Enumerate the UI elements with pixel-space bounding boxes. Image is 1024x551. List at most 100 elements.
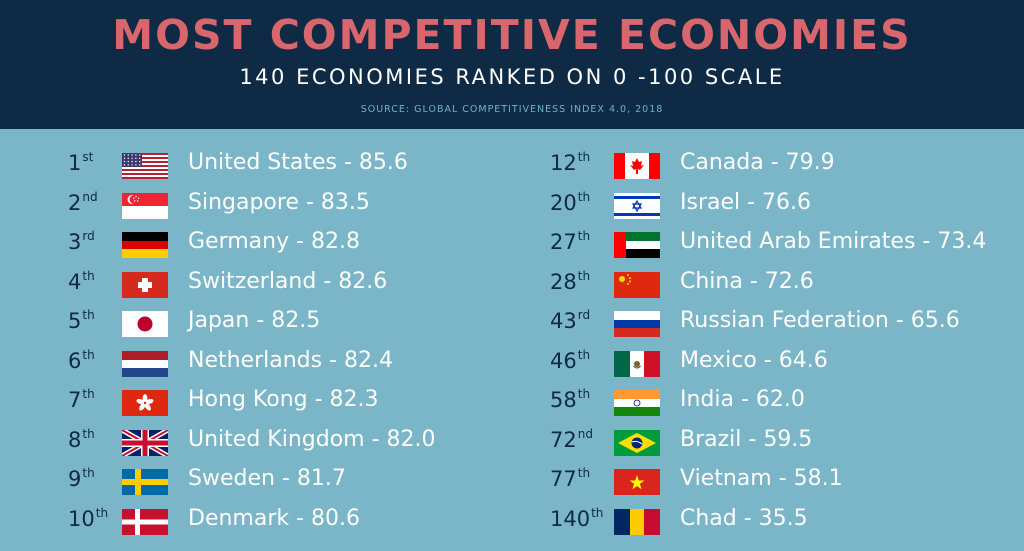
list-item: 12th Canada - 79.9 <box>512 142 1024 182</box>
rank-number: 43 <box>550 309 577 333</box>
rank-label: 9th <box>68 466 95 494</box>
netherlands-flag-icon <box>122 350 168 377</box>
rank-number: 4 <box>68 269 82 294</box>
list-item: 9th Sweden - 81.7 <box>0 458 512 498</box>
list-item: 4th Switzerland - 82.6 <box>0 261 512 301</box>
uk-flag-icon <box>122 429 168 456</box>
country-score-label: Hong Kong - 82.3 <box>188 387 379 412</box>
list-item: 2nd Singapore - 83.5 <box>0 182 512 222</box>
country-score-label: China - 72.6 <box>680 268 814 294</box>
rank-suffix: th <box>577 466 591 480</box>
rank-label: 6th <box>68 347 95 376</box>
rank-suffix: nd <box>577 426 593 441</box>
rank-suffix: th <box>82 387 95 401</box>
rank-label: 7th <box>68 387 95 415</box>
country-score-label: Singapore - 83.5 <box>188 189 370 215</box>
germany-flag-icon <box>122 232 168 258</box>
brazil-flag-icon <box>614 429 660 456</box>
country-score-label: United Kingdom - 82.0 <box>188 426 436 452</box>
china-flag-icon <box>614 271 660 298</box>
rank-suffix: th <box>82 426 95 441</box>
rank-number: 1 <box>68 151 82 175</box>
rank-label: 140th <box>550 506 603 534</box>
rank-label: 46th <box>550 347 591 376</box>
rank-label: 20th <box>550 189 591 218</box>
canada-flag-icon <box>614 153 660 179</box>
list-item: 3rd Germany - 82.8 <box>0 221 512 261</box>
rank-suffix: st <box>82 150 94 164</box>
rank-number: 46 <box>550 348 577 373</box>
list-item: 28th China - 72.6 <box>512 261 1024 301</box>
rank-number: 20 <box>550 190 577 215</box>
rank-suffix: th <box>577 347 591 362</box>
country-score-label: United Arab Emirates - 73.4 <box>680 229 987 254</box>
rank-suffix: th <box>577 268 591 283</box>
list-item: 6th Netherlands - 82.4 <box>0 340 512 380</box>
rank-label: 72nd <box>550 426 593 455</box>
rank-number: 9 <box>68 467 82 491</box>
rank-suffix: th <box>82 308 95 322</box>
list-item: 77th Vietnam - 58.1 <box>512 458 1024 498</box>
rank-number: 28 <box>550 269 577 294</box>
country-score-label: Denmark - 80.6 <box>188 505 361 531</box>
country-score-label: Canada - 79.9 <box>680 150 835 175</box>
rank-suffix: rd <box>577 308 591 322</box>
country-score-label: Israel - 76.6 <box>680 189 812 215</box>
rank-number: 7 <box>68 388 82 412</box>
rank-label: 58th <box>550 387 591 415</box>
country-score-label: Switzerland - 82.6 <box>188 268 388 294</box>
rank-label: 5th <box>68 308 95 336</box>
rank-suffix: th <box>577 387 591 401</box>
rank-label: 2nd <box>68 190 98 218</box>
vietnam-flag-icon <box>614 469 660 495</box>
source-note: SOURCE: GLOBAL COMPETITIVENESS INDEX 4.0… <box>360 104 664 115</box>
rank-suffix: th <box>577 150 591 164</box>
rank-number: 77 <box>550 467 577 491</box>
country-score-label: Chad - 35.5 <box>680 505 808 531</box>
list-item: 58th India - 62.0 <box>512 379 1024 419</box>
uae-flag-icon <box>614 232 660 258</box>
country-score-label: Brazil - 59.5 <box>680 426 813 452</box>
rank-number: 140 <box>550 506 591 531</box>
country-score-label: Japan - 82.5 <box>188 308 321 333</box>
header: MOST COMPETITIVE ECONOMIES 140 ECONOMIES… <box>0 0 1024 129</box>
rank-number: 12 <box>550 151 577 175</box>
denmark-flag-icon <box>122 508 168 535</box>
list-item: 20th Israel - 76.6 <box>512 182 1024 222</box>
rank-number: 5 <box>68 309 82 333</box>
rank-label: 43rd <box>550 308 591 336</box>
rank-number: 27 <box>550 230 577 254</box>
chad-flag-icon <box>614 508 660 535</box>
rank-label: 77th <box>550 466 591 494</box>
country-score-label: Netherlands - 82.4 <box>188 347 394 373</box>
page-subtitle: 140 ECONOMIES RANKED ON 0 -100 SCALE <box>239 65 785 89</box>
list-item: 8th United Kingdom - 82.0 <box>0 419 512 459</box>
country-score-label: United States - 85.6 <box>188 150 408 175</box>
rank-number: 58 <box>550 388 577 412</box>
rank-label: 1st <box>68 150 94 178</box>
rank-label: 8th <box>68 426 95 455</box>
rank-suffix: th <box>95 505 109 520</box>
rank-number: 10 <box>68 506 95 531</box>
country-score-label: Vietnam - 58.1 <box>680 466 843 491</box>
rank-number: 8 <box>68 427 82 452</box>
country-score-label: Sweden - 81.7 <box>188 466 346 491</box>
rank-number: 3 <box>68 230 82 254</box>
rank-suffix: th <box>577 229 591 243</box>
rank-suffix: th <box>82 347 95 362</box>
us-flag-icon <box>122 153 168 179</box>
list-item: 7th Hong Kong - 82.3 <box>0 379 512 419</box>
rank-label: 3rd <box>68 229 95 257</box>
page-title: MOST COMPETITIVE ECONOMIES <box>112 11 912 59</box>
list-item: 27th United Arab Emirates - 73.4 <box>512 221 1024 261</box>
india-flag-icon <box>614 390 660 416</box>
list-item: 140th Chad - 35.5 <box>512 498 1024 538</box>
list-item: 43rd Russian Federation - 65.6 <box>512 300 1024 340</box>
rank-number: 2 <box>68 190 82 215</box>
rank-label: 4th <box>68 269 95 297</box>
rank-suffix: th <box>577 189 591 204</box>
rank-label: 12th <box>550 150 591 178</box>
japan-flag-icon <box>122 311 168 337</box>
list-item: 1st United States - 85.6 <box>0 142 512 182</box>
list-item: 5th Japan - 82.5 <box>0 300 512 340</box>
